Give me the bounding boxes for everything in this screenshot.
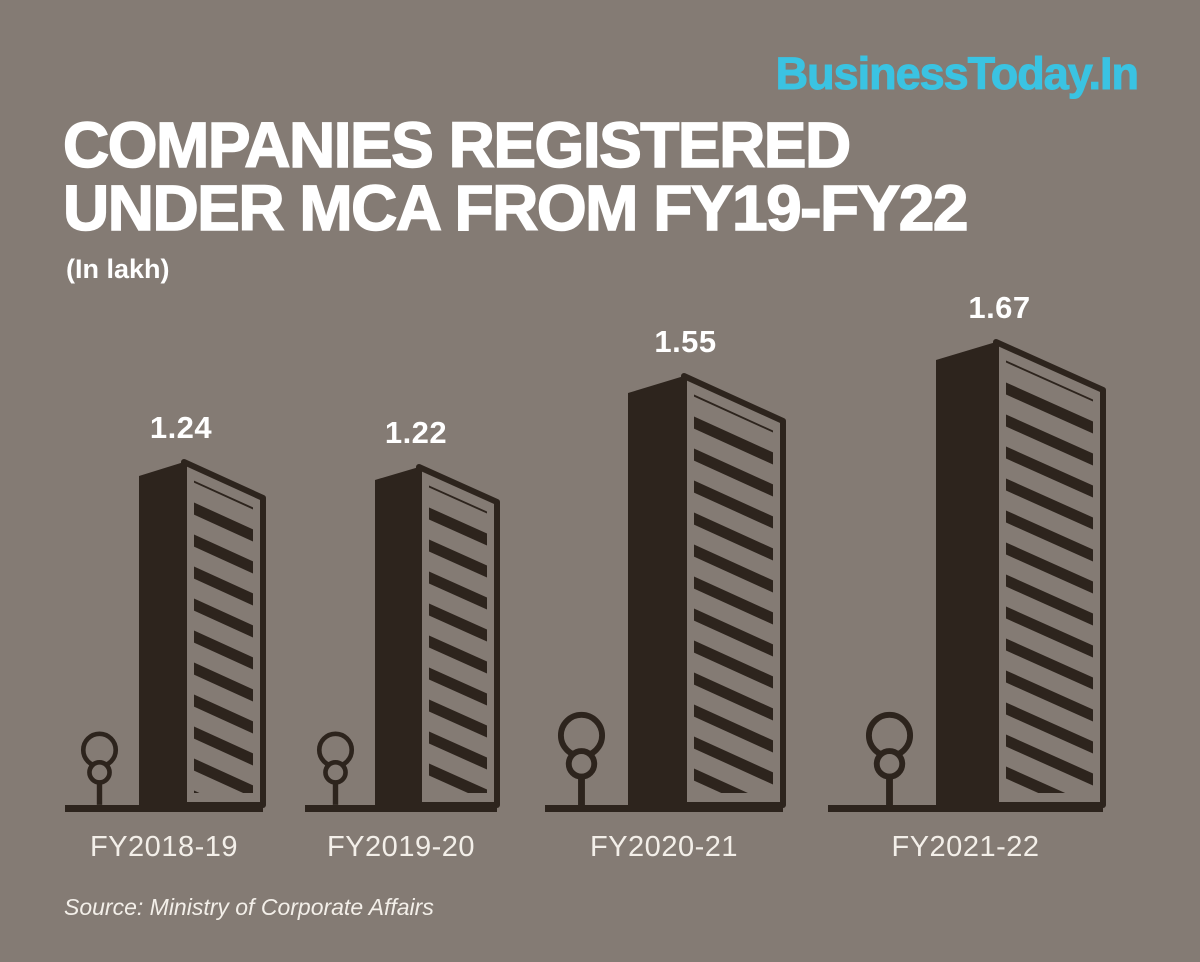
bar-category-label: FY2018-19 <box>90 831 238 863</box>
ground-line <box>828 805 1103 812</box>
tree-icon <box>316 731 355 805</box>
tree-foliage-bottom <box>873 748 906 780</box>
bar-group-FY2020-21: 1.55 FY2020-21 <box>545 0 786 863</box>
building-windows <box>194 480 253 793</box>
bar-category-label: FY2021-22 <box>891 831 1040 863</box>
building-bar <box>139 459 266 808</box>
chart-title-line2: UNDER MCA FROM FY19-FY22 <box>62 171 969 244</box>
tree-foliage-bottom <box>323 760 348 785</box>
tree-foliage-bottom <box>87 760 112 785</box>
bar-category-label: FY2020-21 <box>590 831 738 863</box>
bar-group-FY2019-20: 1.22 FY2019-20 <box>305 0 500 863</box>
bar-group-FY2021-22: 1.67 FY2021-22 <box>828 0 1106 863</box>
chart-title-line1: COMPANIES REGISTERED <box>62 109 852 181</box>
ground-line <box>65 805 263 812</box>
ground-line <box>305 805 497 812</box>
building-front-face <box>375 467 419 805</box>
bar-category-label: FY2019-20 <box>327 831 475 863</box>
building-bar <box>628 373 786 808</box>
ground-line <box>545 805 783 812</box>
bar-value-label: 1.24 <box>149 410 213 445</box>
bar-value-label: 1.22 <box>384 415 448 450</box>
building-windows <box>429 485 487 793</box>
chart-title: COMPANIES REGISTERED UNDER MCA FROM FY19… <box>62 109 969 244</box>
source-attribution: Source: Ministry of Corporate Affairs <box>64 894 434 920</box>
unit-note: (In lakh) <box>66 254 170 284</box>
bar-group-FY2018-19: 1.24 FY2018-19 <box>65 0 266 863</box>
bar-value-label: 1.67 <box>968 290 1031 325</box>
building-windows <box>694 394 773 793</box>
tree-icon <box>865 711 914 806</box>
building-bar <box>375 464 500 808</box>
tree-icon <box>80 731 119 805</box>
brand-logo: BusinessToday.In <box>775 48 1139 100</box>
bar-value-label: 1.55 <box>654 324 717 359</box>
building-front-face <box>936 342 996 805</box>
tree-icon <box>557 711 606 806</box>
tree-foliage-bottom <box>565 748 598 780</box>
building-bar <box>936 339 1106 808</box>
building-front-face <box>139 462 184 805</box>
building-front-face <box>628 376 684 805</box>
